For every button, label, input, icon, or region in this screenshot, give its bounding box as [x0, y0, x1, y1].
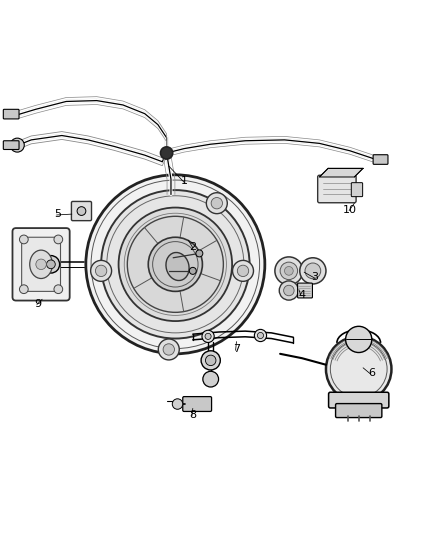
Circle shape [46, 260, 55, 269]
Circle shape [91, 261, 112, 281]
Circle shape [11, 138, 24, 152]
Text: 3: 3 [311, 272, 318, 282]
Ellipse shape [166, 253, 189, 280]
Circle shape [275, 257, 303, 285]
FancyBboxPatch shape [297, 283, 312, 298]
Text: 5: 5 [54, 209, 61, 219]
FancyBboxPatch shape [12, 228, 70, 301]
Circle shape [127, 216, 223, 312]
Text: 1: 1 [180, 176, 187, 187]
Circle shape [36, 259, 46, 270]
Circle shape [189, 268, 196, 274]
Text: 4: 4 [298, 290, 306, 300]
Circle shape [148, 237, 202, 292]
Circle shape [211, 198, 223, 209]
Circle shape [346, 326, 372, 352]
Text: 2: 2 [189, 242, 196, 252]
Circle shape [101, 190, 250, 338]
Circle shape [284, 285, 294, 296]
FancyBboxPatch shape [71, 201, 92, 221]
Circle shape [201, 351, 220, 370]
Text: 7: 7 [233, 344, 240, 354]
Circle shape [196, 250, 203, 257]
Circle shape [202, 330, 214, 343]
Circle shape [258, 333, 264, 338]
Circle shape [158, 339, 179, 360]
Text: 6: 6 [368, 368, 375, 378]
Circle shape [237, 265, 249, 277]
Polygon shape [319, 168, 363, 177]
Circle shape [233, 261, 254, 281]
Circle shape [19, 235, 28, 244]
Circle shape [95, 265, 107, 277]
FancyBboxPatch shape [351, 183, 363, 197]
Circle shape [19, 285, 28, 294]
Circle shape [205, 333, 211, 340]
FancyBboxPatch shape [373, 155, 388, 164]
Circle shape [305, 263, 321, 279]
FancyBboxPatch shape [21, 237, 60, 292]
Circle shape [326, 336, 392, 402]
Circle shape [77, 207, 86, 215]
FancyBboxPatch shape [336, 403, 382, 417]
Text: 9: 9 [34, 298, 41, 309]
Circle shape [279, 281, 298, 300]
Circle shape [86, 175, 265, 354]
Circle shape [160, 147, 173, 159]
Circle shape [205, 355, 216, 366]
Circle shape [54, 285, 63, 294]
Text: 8: 8 [189, 410, 196, 420]
Circle shape [54, 235, 63, 244]
Ellipse shape [30, 250, 53, 279]
FancyBboxPatch shape [318, 175, 356, 203]
Circle shape [203, 372, 219, 387]
Circle shape [285, 266, 293, 275]
Circle shape [163, 344, 174, 355]
Circle shape [254, 329, 267, 342]
FancyBboxPatch shape [4, 109, 19, 119]
Circle shape [172, 399, 183, 409]
FancyBboxPatch shape [183, 397, 212, 411]
Circle shape [42, 256, 60, 273]
Circle shape [300, 258, 326, 284]
FancyBboxPatch shape [4, 141, 19, 149]
Circle shape [206, 193, 227, 214]
Circle shape [280, 262, 297, 280]
Circle shape [119, 207, 232, 321]
FancyBboxPatch shape [328, 392, 389, 408]
Text: 10: 10 [343, 205, 357, 215]
